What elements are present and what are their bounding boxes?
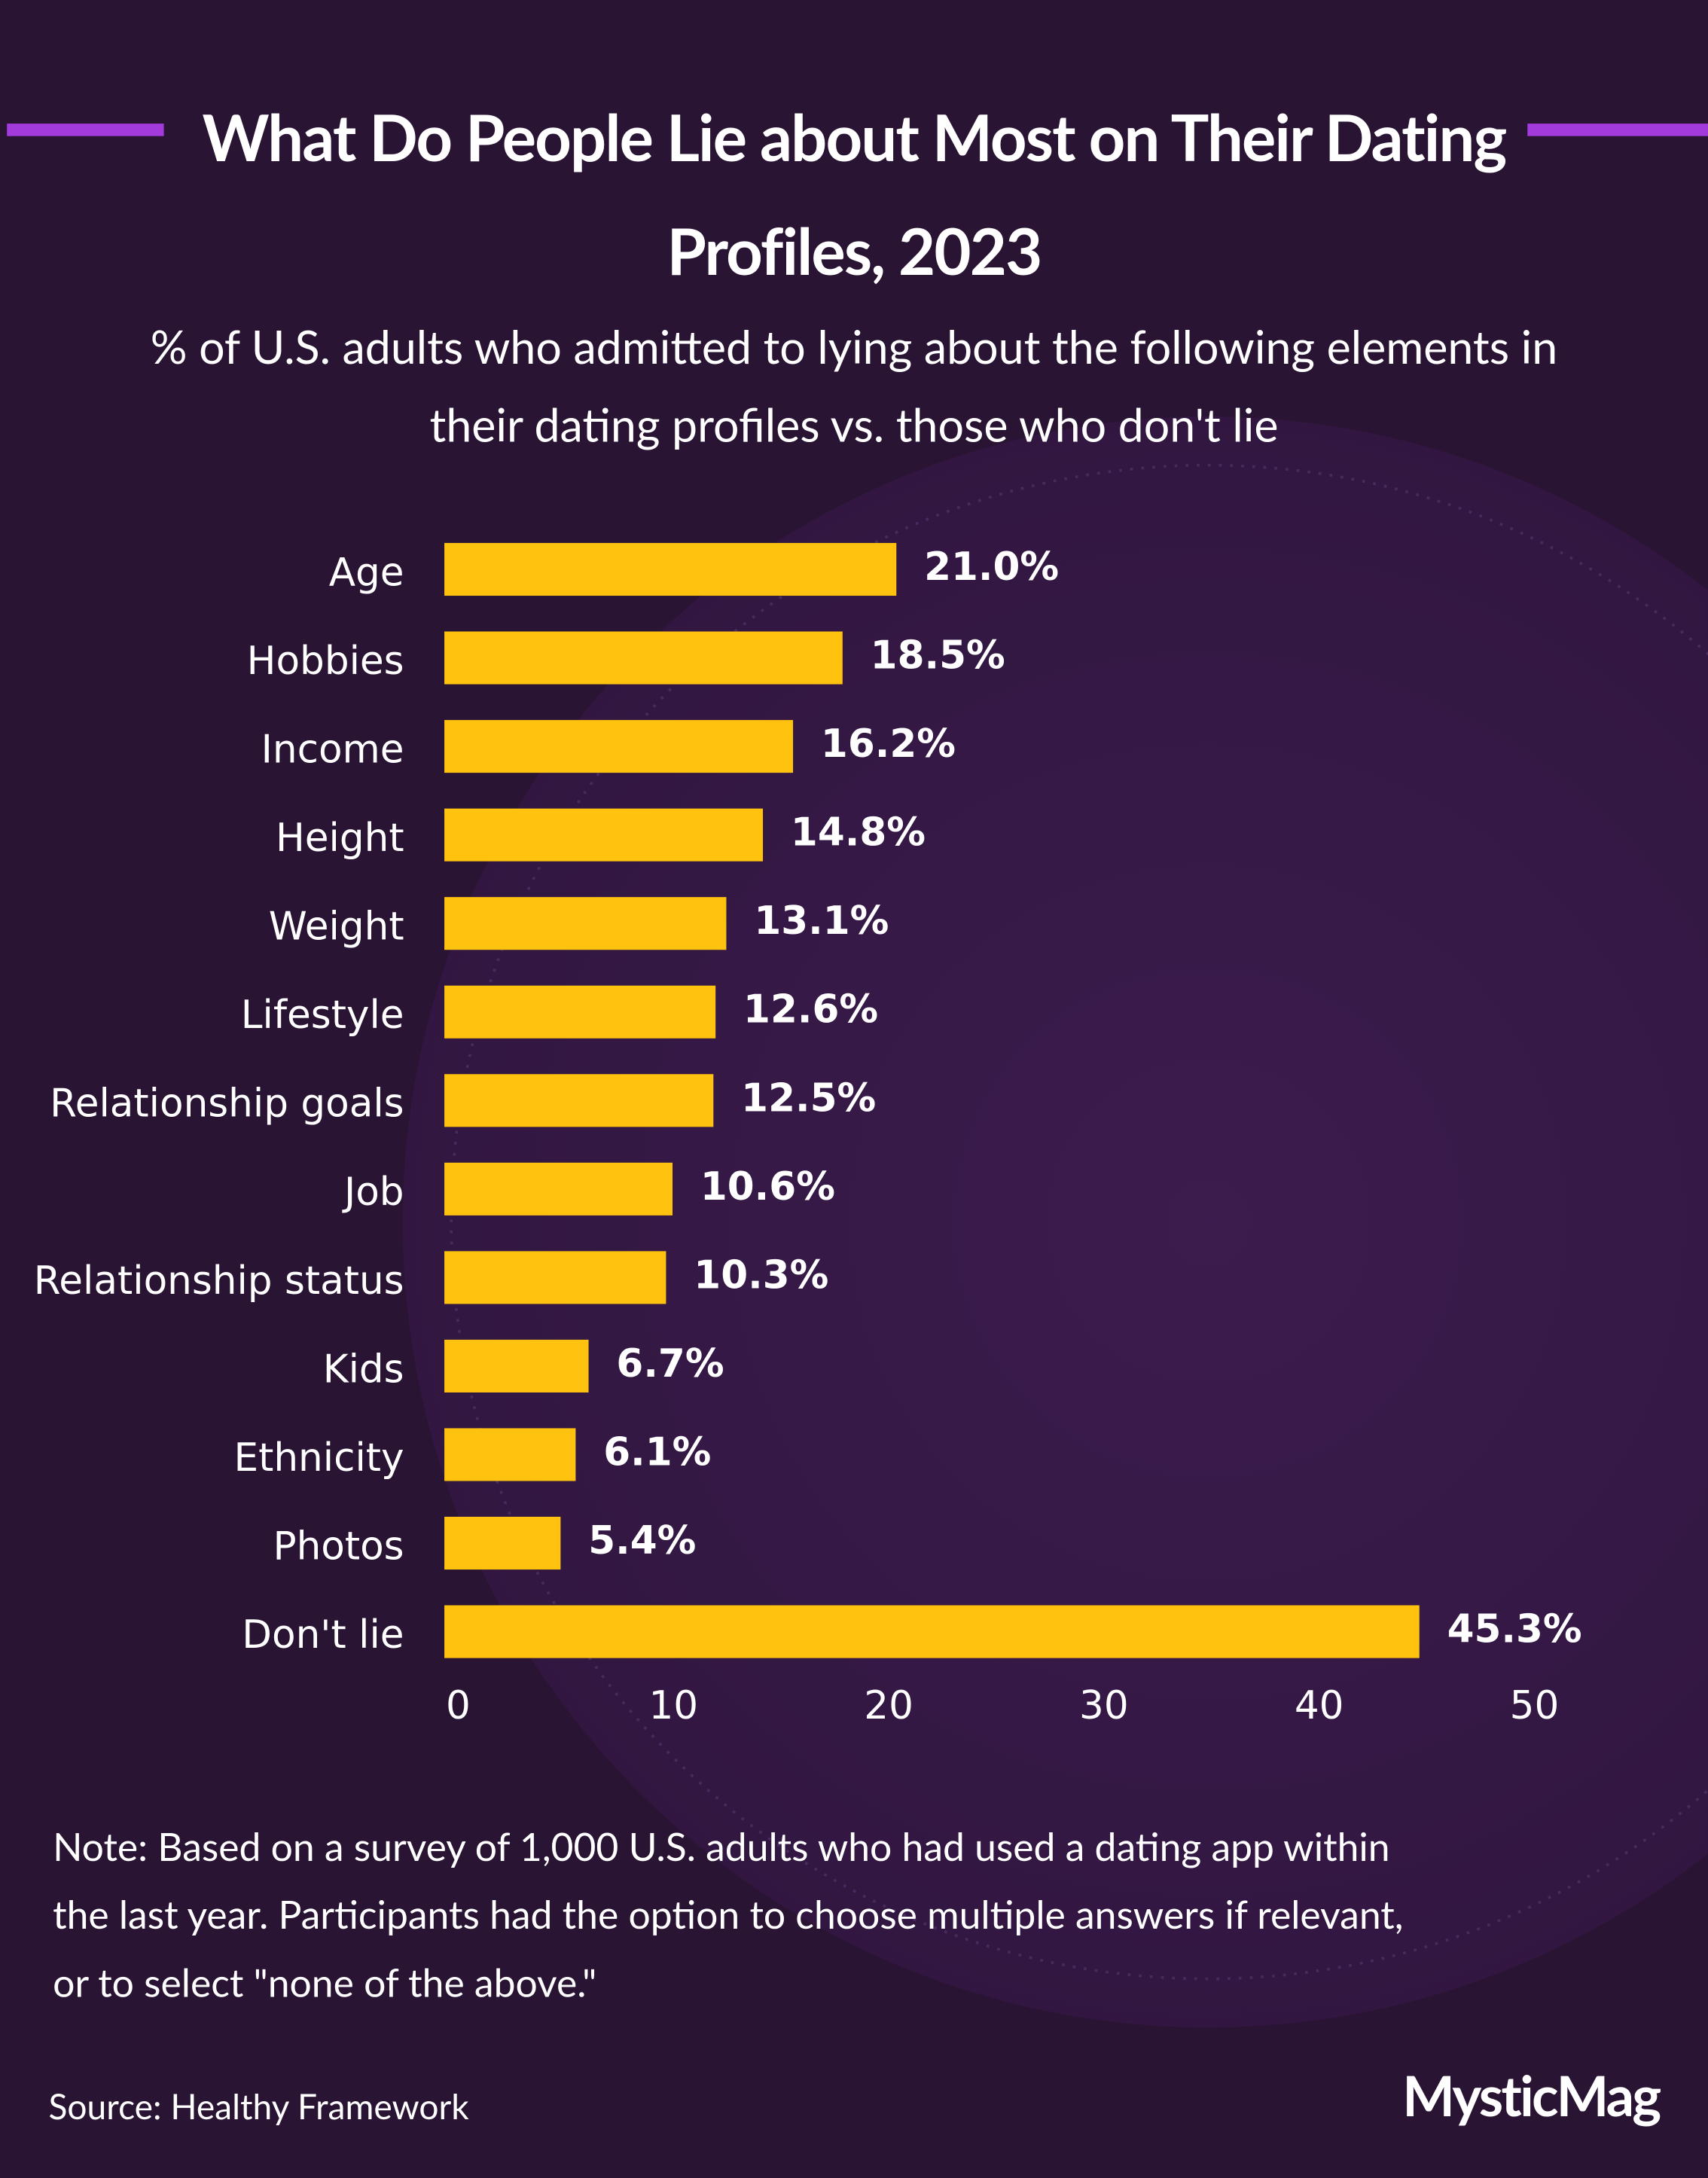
chart-title: What Do People Lie about Most on Their D… xyxy=(202,98,1508,289)
x-tick-label: 20 xyxy=(864,1683,913,1728)
title-rule xyxy=(7,124,164,136)
bar xyxy=(444,720,794,773)
value-label: 12.6% xyxy=(743,987,878,1033)
bar xyxy=(444,1339,589,1393)
value-label: 13.1% xyxy=(754,898,889,944)
value-label: 18.5% xyxy=(871,633,1005,679)
bar xyxy=(444,1516,561,1570)
category-label: Weight xyxy=(269,904,404,950)
value-label: 14.8% xyxy=(791,810,926,856)
value-label: 16.2% xyxy=(821,721,956,767)
bar xyxy=(444,1162,673,1216)
category-label: Height xyxy=(276,816,404,861)
value-label: 45.3% xyxy=(1447,1607,1582,1652)
category-label: Don't lie xyxy=(242,1612,404,1658)
value-label: 5.4% xyxy=(588,1518,696,1563)
bar xyxy=(444,897,727,950)
bar xyxy=(444,1428,576,1481)
category-label: Age xyxy=(329,550,404,595)
value-label: 6.7% xyxy=(616,1341,724,1386)
value-label: 10.3% xyxy=(694,1252,828,1298)
x-tick-label: 0 xyxy=(446,1683,471,1728)
category-label: Relationship status xyxy=(34,1258,404,1304)
category-label: Ethnicity xyxy=(233,1435,404,1481)
category-label: Lifestyle xyxy=(241,993,404,1038)
value-label: 10.6% xyxy=(700,1164,835,1209)
category-label: Kids xyxy=(323,1347,404,1392)
brand-logo: MysticMag xyxy=(1402,2062,1661,2129)
x-tick-label: 10 xyxy=(648,1683,698,1728)
bar xyxy=(444,1074,714,1127)
category-label: Income xyxy=(261,727,404,772)
x-tick-label: 30 xyxy=(1079,1683,1129,1728)
value-label: 6.1% xyxy=(603,1429,711,1475)
bar xyxy=(444,542,897,596)
category-label: Photos xyxy=(273,1524,404,1569)
x-tick-label: 40 xyxy=(1295,1683,1344,1728)
bar xyxy=(444,1251,666,1304)
bar xyxy=(444,631,843,685)
x-tick-label: 50 xyxy=(1510,1683,1560,1728)
source: Source: Healthy Framework xyxy=(48,2085,469,2128)
note: Note: Based on a survey of 1,000 U.S. ad… xyxy=(53,1822,1404,2006)
value-label: 12.5% xyxy=(741,1075,876,1121)
chart-subtitle: % of U.S. adults who admitted to lying a… xyxy=(150,319,1558,453)
value-label: 21.0% xyxy=(924,544,1059,590)
category-label: Relationship goals xyxy=(50,1081,404,1127)
title-rule xyxy=(1527,124,1708,136)
bar xyxy=(444,985,716,1039)
category-label: Hobbies xyxy=(247,639,404,684)
bar xyxy=(444,808,764,862)
bar xyxy=(444,1605,1420,1658)
category-label: Job xyxy=(342,1170,404,1215)
